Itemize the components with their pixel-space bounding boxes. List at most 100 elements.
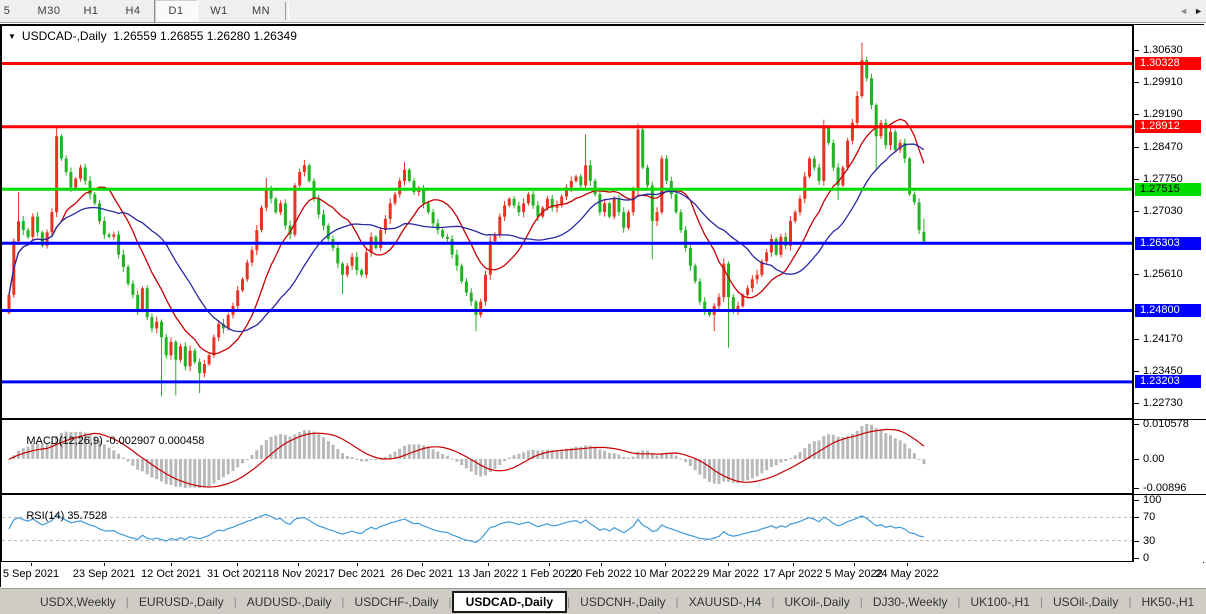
price-scale[interactable]: 1.30630 1.29910 1.29190 1.28470 1.27750 1.270… <box>1133 25 1206 564</box>
price-tick-label: 1.30630 <box>1143 44 1183 56</box>
symbol-tab-uk100[interactable]: UK100-,H1 <box>970 594 1030 609</box>
price-tick-mark <box>1134 179 1139 180</box>
panel-divider <box>1134 494 1206 495</box>
time-tick-label: 10 Mar 2022 <box>634 568 696 580</box>
price-tick-label: 1.23450 <box>1143 365 1183 377</box>
symbol-tab-eurusd[interactable]: EURUSD-,Daily <box>138 594 224 609</box>
symbol-tab-dj30[interactable]: DJ30-,Weekly <box>872 594 948 609</box>
symbol-tab-xauusd[interactable]: XAUUSD-,H4 <box>688 594 762 609</box>
time-tick-mark <box>549 563 550 566</box>
timeframe-button-h1[interactable]: H1 <box>83 5 99 17</box>
price-level-badge: 1.30328 <box>1135 57 1201 70</box>
price-tick-label: 1.25610 <box>1143 268 1183 280</box>
time-tick-label: 5 May 2022 <box>825 568 883 580</box>
rsi-tick-mark <box>1134 541 1139 542</box>
macd-tick-mark <box>1134 424 1139 425</box>
tab-separator: | <box>771 594 775 609</box>
time-tick-mark <box>104 563 105 566</box>
time-tick-mark <box>488 563 489 566</box>
chart-dropdown-icon[interactable]: ▼ <box>8 31 16 41</box>
price-level-badge: 1.26303 <box>1135 237 1201 250</box>
price-tick-mark <box>1134 403 1139 404</box>
symbol-tab-usdchf[interactable]: USDCHF-,Daily <box>354 594 439 609</box>
macd-tick-mark <box>1134 459 1139 460</box>
time-tick-label: 31 Oct 2021 <box>207 568 267 580</box>
tab-scroll-left-icon[interactable]: ◄ <box>1179 6 1189 16</box>
time-tick-mark <box>854 563 855 566</box>
price-tick-mark <box>1134 147 1139 148</box>
symbol-tab-ukoil[interactable]: UKOil-,Daily <box>784 594 850 609</box>
ohlc-low: 1.26280 <box>206 29 251 43</box>
rsi-tick-label: 100 <box>1143 494 1162 506</box>
time-tick-mark <box>357 563 358 566</box>
time-tick-label: 20 Feb 2022 <box>570 568 632 580</box>
time-tick-mark <box>665 563 666 566</box>
time-axis[interactable]: 5 Sep 2021 23 Sep 2021 12 Oct 2021 31 Oct 2… <box>1 563 1205 588</box>
rsi-tick-mark <box>1134 517 1139 518</box>
time-tick-mark <box>422 563 423 566</box>
rsi-tick-label: 70 <box>1143 511 1156 523</box>
tab-separator: | <box>859 594 863 609</box>
timeframe-button-5[interactable]: 5 <box>3 5 11 17</box>
price-tick-mark <box>1134 50 1139 51</box>
price-tick-label: 1.27030 <box>1143 205 1183 217</box>
macd-tick-label: -0.00896 <box>1143 482 1187 494</box>
time-tick-label: 13 Jan 2022 <box>457 568 519 580</box>
macd-indicator-label: MACD(12,26,9) -0.002907 0.000458 <box>26 435 205 447</box>
time-tick-mark <box>793 563 794 566</box>
symbol-tab-usoil[interactable]: USOil-,Daily <box>1053 594 1119 609</box>
tab-scroll-right-icon[interactable]: ► <box>1194 6 1203 16</box>
price-tick-mark <box>1134 114 1139 115</box>
tab-separator: | <box>675 594 679 609</box>
price-tick-label: 1.29910 <box>1143 76 1183 88</box>
tab-separator: | <box>233 594 237 609</box>
symbol-tab-usdx[interactable]: USDX,Weekly <box>40 594 116 609</box>
time-tick-label: 24 May 2022 <box>875 568 939 580</box>
time-tick-label: 26 Dec 2021 <box>390 568 454 580</box>
time-tick-label: 29 Mar 2022 <box>697 568 759 580</box>
price-tick-mark <box>1134 371 1139 372</box>
price-tick-label: 1.27750 <box>1143 173 1183 185</box>
price-tick-mark <box>1134 211 1139 212</box>
time-tick-label: 5 Sep 2021 <box>2 568 60 580</box>
symbol-tab-bar: USDX,Weekly | EURUSD-,Daily | AUDUSD-,Daily |… <box>0 588 1206 614</box>
timeframe-button-h4[interactable]: H4 <box>125 5 141 17</box>
macd-indicator-panel[interactable] <box>1 419 1133 494</box>
rsi-indicator-panel[interactable] <box>1 494 1133 562</box>
chart-symbol-label: USDCAD-,Daily <box>21 29 107 43</box>
price-level-badge: 1.27515 <box>1135 183 1201 196</box>
rsi-tick-mark <box>1134 558 1139 559</box>
symbol-tab-usdcnh[interactable]: USDCNH-,Daily <box>580 594 666 609</box>
symbol-tab-usdcad[interactable]: USDCAD-,Daily <box>451 590 568 613</box>
main-price-chart[interactable] <box>1 25 1133 419</box>
ohlc-close: 1.26349 <box>253 29 297 43</box>
symbol-tab-audusd[interactable]: AUDUSD-,Daily <box>246 594 332 609</box>
symbol-tab-hk50[interactable]: HK50-,H1 <box>1141 594 1195 609</box>
time-tick-mark <box>171 563 172 566</box>
price-tick-mark <box>1134 82 1139 83</box>
tab-scroll-arrows: ◄ ► <box>1179 6 1203 16</box>
time-tick-mark <box>298 563 299 566</box>
rsi-tick-mark <box>1134 500 1139 501</box>
time-tick-label: 1 Feb 2022 <box>521 568 577 580</box>
time-tick-mark <box>31 563 32 566</box>
price-tick-label: 1.22730 <box>1143 397 1183 409</box>
timeframe-button-w1[interactable]: W1 <box>210 5 228 17</box>
macd-tick-mark <box>1134 488 1139 489</box>
timeframe-toolbar: 5 M30 H1 H4 D1 W1 MN <box>0 0 1206 23</box>
panel-divider <box>1134 419 1206 420</box>
ohlc-open: 1.26559 <box>113 29 157 43</box>
time-tick-label: 12 Oct 2021 <box>141 568 201 580</box>
timeframe-button-mn[interactable]: MN <box>251 5 271 17</box>
time-tick-mark <box>237 563 238 566</box>
price-tick-label: 1.29190 <box>1143 108 1183 120</box>
rsi-tick-label: 30 <box>1143 535 1156 547</box>
timeframe-button-m30[interactable]: M30 <box>37 5 61 17</box>
timeframe-button-d1[interactable]: D1 <box>154 0 198 22</box>
price-tick-label: 1.24170 <box>1143 333 1183 345</box>
rsi-tick-label: 0 <box>1143 552 1150 564</box>
price-level-badge: 1.23203 <box>1135 375 1201 388</box>
chart-window[interactable]: ▼ USDCAD-,Daily 1.26559 1.26855 1.26280 … <box>0 24 1206 588</box>
ohlc-high: 1.26855 <box>160 29 204 43</box>
